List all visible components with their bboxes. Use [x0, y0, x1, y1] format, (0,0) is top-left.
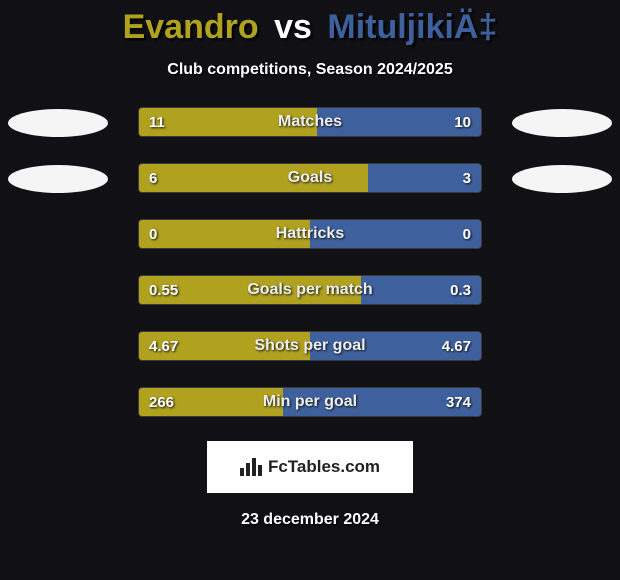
stat-bar: 00Hattricks: [138, 219, 482, 249]
stat-row: 266374Min per goal: [0, 385, 620, 421]
stat-value-right: 374: [446, 388, 471, 416]
stat-value-left: 0: [149, 220, 157, 248]
vs-text: vs: [274, 8, 312, 46]
stat-bar: 266374Min per goal: [138, 387, 482, 417]
stat-value-right: 0.3: [450, 276, 471, 304]
stat-value-right: 10: [454, 108, 471, 136]
stat-value-left: 11: [149, 108, 165, 136]
stat-value-left: 266: [149, 388, 174, 416]
player1-club-icon: [8, 109, 108, 137]
player1-club-icon: [8, 165, 108, 193]
stat-value-right: 0: [463, 220, 471, 248]
brand-text: FcTables.com: [268, 457, 380, 477]
stat-value-left: 0.55: [149, 276, 178, 304]
stat-row: 00Hattricks: [0, 217, 620, 253]
stat-row: 1110Matches: [0, 105, 620, 141]
stat-row: 0.550.3Goals per match: [0, 273, 620, 309]
date-text: 23 december 2024: [0, 511, 620, 529]
bar-right-fill: [310, 220, 481, 248]
subtitle: Club competitions, Season 2024/2025: [0, 61, 620, 79]
stat-value-right: 3: [463, 164, 471, 192]
bar-left-fill: [139, 164, 368, 192]
page-title: Evandro vs MituljikiÄ‡: [0, 0, 620, 47]
stat-row: 4.674.67Shots per goal: [0, 329, 620, 365]
stat-value-left: 4.67: [149, 332, 178, 360]
stat-bar: 0.550.3Goals per match: [138, 275, 482, 305]
stat-value-right: 4.67: [442, 332, 471, 360]
brand-icon: [240, 458, 262, 476]
bar-left-fill: [139, 108, 317, 136]
player1-name: Evandro: [123, 8, 259, 46]
player2-club-icon: [512, 165, 612, 193]
stats-container: 1110Matches63Goals00Hattricks0.550.3Goal…: [0, 105, 620, 421]
brand-badge: FcTables.com: [207, 441, 413, 493]
stat-bar: 4.674.67Shots per goal: [138, 331, 482, 361]
player2-club-icon: [512, 109, 612, 137]
stat-value-left: 6: [149, 164, 157, 192]
stat-bar: 1110Matches: [138, 107, 482, 137]
bar-left-fill: [139, 220, 310, 248]
stat-bar: 63Goals: [138, 163, 482, 193]
player2-name: MituljikiÄ‡: [327, 8, 497, 46]
stat-row: 63Goals: [0, 161, 620, 197]
